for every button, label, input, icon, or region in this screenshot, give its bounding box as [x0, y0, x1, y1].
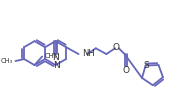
Text: N: N [53, 61, 60, 70]
Text: O: O [112, 43, 119, 52]
Text: NH: NH [82, 49, 95, 58]
Text: CH₃: CH₃ [1, 58, 13, 64]
Text: S: S [144, 61, 149, 70]
Text: O: O [122, 66, 129, 75]
Text: CH₃: CH₃ [45, 53, 57, 58]
Text: N: N [52, 53, 59, 62]
